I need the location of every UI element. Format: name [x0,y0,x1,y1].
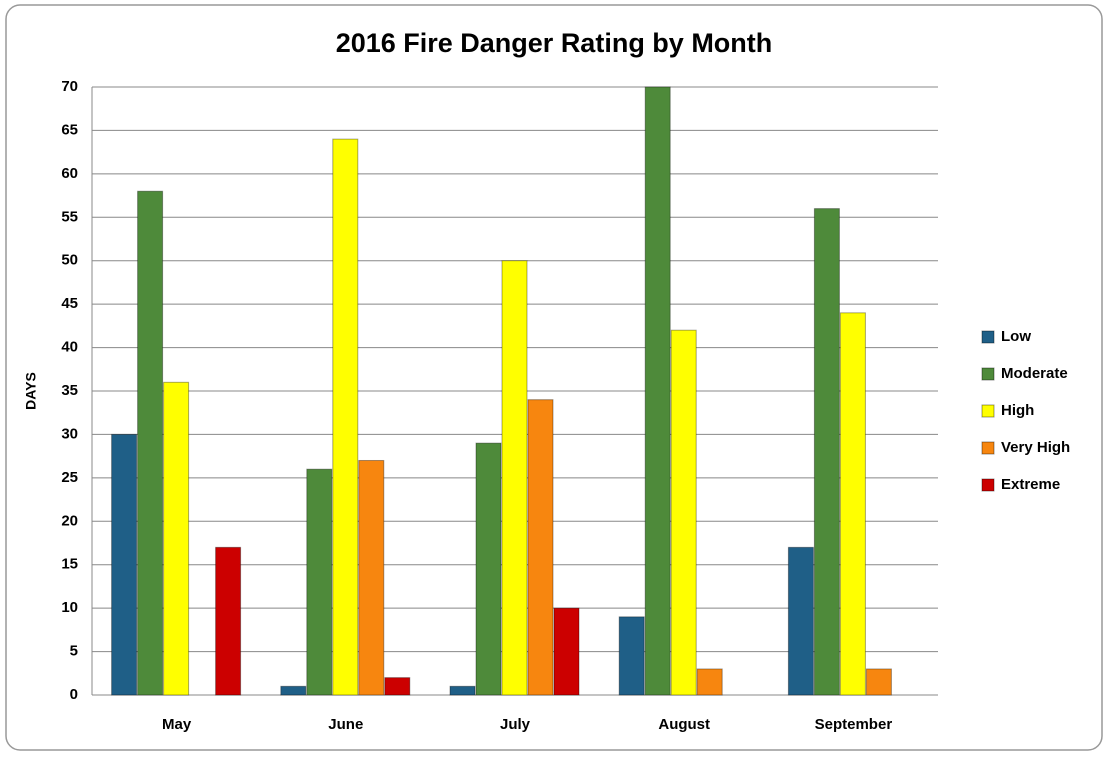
bar [670,329,697,696]
bar [839,312,866,696]
legend-label: Very High [1001,439,1070,456]
bar [865,668,892,696]
chart-title: 2016 Fire Danger Rating by Month [336,28,773,58]
y-tick-label: 0 [70,686,78,703]
y-tick-label: 10 [61,599,78,616]
x-tick-label: July [500,716,531,733]
bar [163,381,190,696]
y-tick-label: 30 [61,425,78,442]
x-tick-label: June [328,716,363,733]
bar [280,685,307,696]
bar [618,616,645,696]
bar [787,546,814,696]
bar [306,468,333,696]
x-tick-label: May [162,716,192,733]
y-axis-label: DAYS [23,372,39,410]
bar [813,208,840,696]
y-tick-label: 35 [61,382,78,399]
y-tick-label: 55 [61,208,78,225]
y-tick-label: 50 [61,252,78,269]
bar [527,399,554,696]
bar [553,607,580,696]
bar [137,190,164,696]
bar [501,260,528,696]
y-tick-label: 20 [61,512,78,529]
bar [644,86,671,696]
bar [332,138,359,696]
legend-label: High [1001,402,1034,419]
bar [111,433,138,696]
bar [215,546,242,696]
bar [384,677,411,696]
y-tick-label: 70 [61,78,78,95]
legend-label: Moderate [1001,365,1068,382]
y-tick-label: 40 [61,339,78,356]
y-tick-label: 45 [61,295,78,312]
y-tick-label: 60 [61,165,78,182]
y-tick-label: 5 [70,643,78,660]
bar [475,442,502,696]
y-tick-label: 15 [61,556,78,573]
legend-swatch [981,367,995,381]
bar [358,459,385,696]
bar [696,668,723,696]
bar [449,685,476,696]
legend-swatch [981,404,995,418]
legend-label: Low [1001,328,1031,345]
y-tick-label: 25 [61,469,78,486]
y-tick-label: 65 [61,121,78,138]
x-tick-label: September [815,716,893,733]
legend-label: Extreme [1001,476,1060,493]
legend-swatch [981,441,995,455]
legend-swatch [981,330,995,344]
legend-swatch [981,478,995,492]
x-tick-label: August [658,716,710,733]
